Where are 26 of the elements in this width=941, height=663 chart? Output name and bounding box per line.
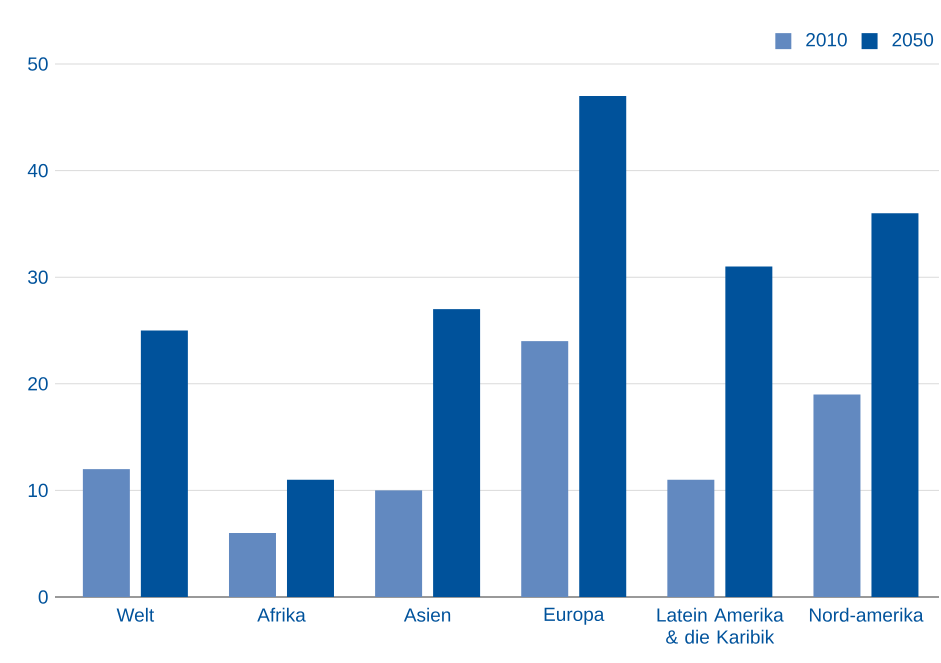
bar xyxy=(433,309,480,597)
y-tick-label: 30 xyxy=(28,270,48,284)
bar xyxy=(725,266,772,597)
x-tick-label: Europa xyxy=(544,608,604,625)
y-tick-label: 20 xyxy=(28,377,48,391)
legend-label: 2050 xyxy=(892,33,934,46)
bar xyxy=(82,469,130,597)
x-tick-label: Latein Amerika & die Karibik xyxy=(658,608,784,644)
legend-label: 2010 xyxy=(806,33,847,46)
x-tick-label: Afrika xyxy=(257,608,306,622)
bar xyxy=(140,330,188,597)
bar xyxy=(521,341,568,597)
x-tick-label: Welt xyxy=(116,608,154,622)
bar xyxy=(375,490,422,597)
x-tick-label: Asien xyxy=(404,608,450,622)
bar xyxy=(228,533,276,597)
bar xyxy=(579,96,626,597)
y-tick-label: 40 xyxy=(28,164,48,178)
y-tick-label: 50 xyxy=(28,57,48,71)
y-tick-label: 0 xyxy=(38,590,48,604)
bar xyxy=(667,480,714,597)
y-tick-label: 10 xyxy=(28,484,48,498)
bar xyxy=(286,480,334,597)
bar xyxy=(871,213,918,597)
bar xyxy=(813,394,860,597)
x-tick-label: Nord-amerika xyxy=(810,608,924,622)
